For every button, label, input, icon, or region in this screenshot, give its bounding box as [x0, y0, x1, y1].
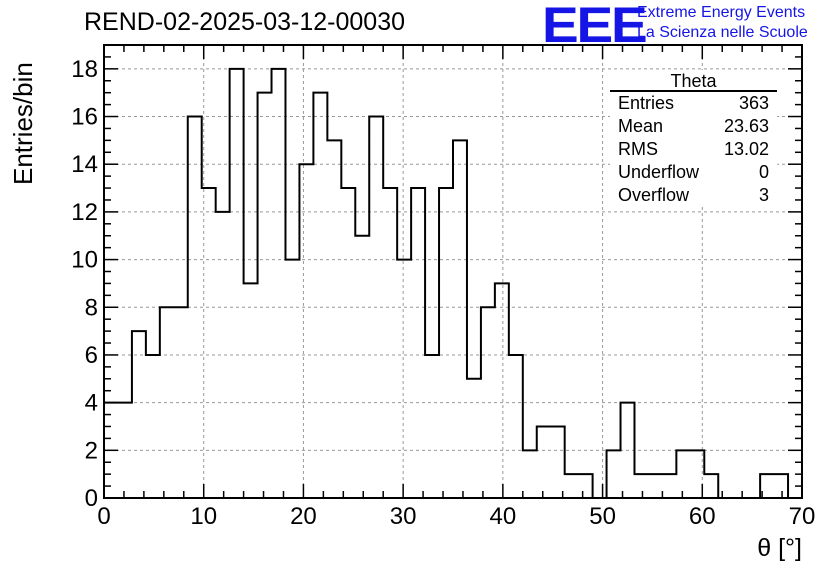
x-tick-label: 40	[490, 503, 517, 530]
stats-row: Overflow 3	[610, 184, 777, 207]
y-tick-label: 4	[85, 390, 98, 417]
histogram-bin	[202, 188, 216, 498]
stats-row: RMS 13.02	[610, 138, 777, 161]
histogram-bin	[537, 426, 551, 498]
x-tick-label: 0	[97, 503, 110, 530]
histogram-bin	[272, 69, 286, 498]
histogram-bin	[188, 117, 202, 498]
y-tick-label: 0	[85, 485, 98, 512]
histogram-outline	[103, 67, 802, 499]
y-tick-label: 6	[85, 342, 98, 369]
histogram-bin	[621, 403, 635, 498]
histogram-bars	[103, 67, 802, 499]
histogram-bin	[216, 212, 230, 498]
histogram-bin	[118, 403, 132, 498]
logo-line-2: La Scienza nelle Scuole	[637, 24, 808, 41]
y-axis-label: Entries/bin	[8, 62, 38, 185]
histogram-bin	[634, 474, 648, 498]
x-tick-label: 70	[789, 503, 816, 530]
histogram-bin	[355, 236, 369, 498]
stats-box: Theta Entries 363 Mean 23.63 RMS 13.02 U…	[610, 70, 777, 207]
y-tick-label: 10	[71, 247, 98, 274]
histogram-bin	[676, 450, 690, 498]
histogram-bin	[411, 188, 425, 498]
x-tick-label: 10	[190, 503, 217, 530]
y-tick-label: 2	[85, 437, 98, 464]
eee-logo: EEE Extreme Energy Events La Scienza nel…	[542, 0, 832, 53]
stats-value: 13.02	[723, 139, 769, 159]
stats-label: Mean	[618, 116, 664, 136]
histogram-bin	[160, 307, 174, 498]
histogram-bin	[258, 93, 272, 498]
x-tick-label: 30	[390, 503, 417, 530]
histogram-bin	[523, 450, 537, 498]
stats-value: 0	[758, 162, 769, 182]
histogram-bin	[244, 283, 258, 498]
logo-mark: EEE	[542, 0, 648, 53]
stats-title: Theta	[610, 70, 777, 92]
x-tick-label: 20	[290, 503, 317, 530]
histogram-bin	[662, 474, 676, 498]
histogram-bin	[397, 260, 411, 498]
histogram-bin	[439, 188, 453, 498]
stats-label: RMS	[618, 139, 658, 159]
chart-title: REND-02-2025-03-12-00030	[84, 8, 406, 36]
stats-value: 3	[758, 185, 769, 205]
histogram-bin	[565, 474, 579, 498]
stats-label: Entries	[618, 93, 675, 113]
y-tick-label: 12	[71, 199, 98, 226]
histogram-bin	[299, 164, 313, 498]
y-tick-label: 14	[71, 151, 98, 178]
stats-value: 363	[738, 93, 769, 113]
histogram-bin	[146, 355, 160, 498]
stats-row: Mean 23.63	[610, 115, 777, 138]
histogram-bin	[453, 140, 467, 498]
axis-ticks	[103, 44, 803, 499]
histogram-bin	[481, 307, 495, 498]
histogram-bin	[369, 117, 383, 498]
histogram-bin	[174, 307, 188, 498]
histogram-bin	[132, 331, 146, 498]
histogram-bin	[467, 379, 481, 498]
y-tick-label: 18	[71, 56, 98, 83]
stats-row: Underflow 0	[610, 161, 777, 184]
x-tick-label: 50	[589, 503, 616, 530]
histogram-bin	[509, 355, 523, 498]
histogram-bin	[313, 93, 327, 498]
histogram-bin	[774, 474, 788, 498]
x-tick-label: 60	[689, 503, 716, 530]
stats-label: Underflow	[618, 162, 700, 182]
histogram-bin	[495, 283, 509, 498]
logo-line-1: Extreme Energy Events	[637, 4, 806, 21]
histogram-bin	[579, 474, 593, 498]
histogram-bin	[327, 140, 341, 498]
histogram-bin	[230, 69, 244, 498]
y-tick-label: 8	[85, 294, 98, 321]
histogram-bin	[285, 260, 299, 498]
histogram-bin	[607, 450, 621, 498]
y-tick-label: 16	[71, 104, 98, 131]
stats-row: Entries 363	[610, 92, 777, 115]
histogram-bin	[704, 474, 718, 498]
histogram-bin	[341, 188, 355, 498]
x-axis-label: θ [°]	[757, 534, 802, 562]
histogram-bin	[551, 426, 565, 498]
stats-value: 23.63	[723, 116, 769, 136]
histogram-bin	[648, 474, 662, 498]
stats-label: Overflow	[618, 185, 690, 205]
histogram-bin	[383, 188, 397, 498]
histogram-bin	[425, 355, 439, 498]
